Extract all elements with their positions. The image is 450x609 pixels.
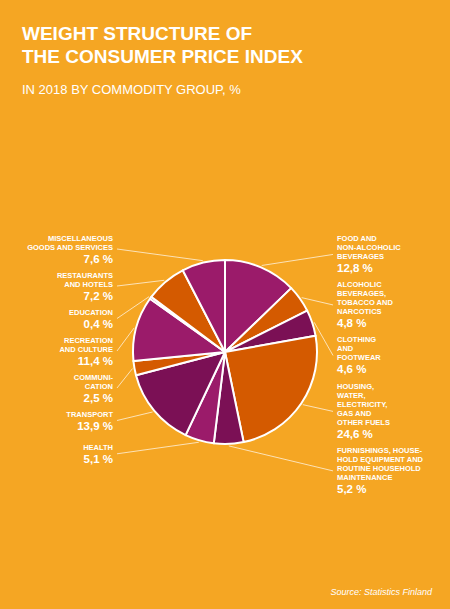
category-label-line: WATER, <box>337 391 366 400</box>
leader-line <box>117 442 199 454</box>
pie-slice <box>183 260 225 352</box>
category-label-line: MISCELLANEOUS <box>48 234 113 243</box>
category-label-line: HEALTH <box>83 443 113 452</box>
category-label-line: EDUCATION <box>69 308 113 317</box>
category-label-line: FOOD AND <box>337 234 377 243</box>
leader-line <box>229 446 333 471</box>
leader-line <box>302 298 333 305</box>
data-label: 5,2 % <box>337 483 366 495</box>
data-label: 13,9 % <box>77 420 113 432</box>
category-label-line: AND HOTELS <box>64 280 113 289</box>
category-label-line: ROUTINE HOUSEHOLD <box>337 464 421 473</box>
category-label-line: RESTAURANTS <box>57 271 113 280</box>
category-label-line: NON-ALCOHOLIC <box>337 243 401 252</box>
category-label-line: HOLD EQUIPMENT AND <box>337 455 424 464</box>
leader-line <box>262 254 333 265</box>
category-label: HOUSING,WATER,ELECTRICITY,GAS ANDOTHER F… <box>337 382 390 427</box>
category-label: CLOTHINGANDFOOTWEAR <box>337 335 381 362</box>
data-label: 7,2 % <box>84 290 113 302</box>
category-label: FURNISHINGS, HOUSE-HOLD EQUIPMENT ANDROU… <box>337 446 424 482</box>
category-label-line: CATION <box>85 382 113 391</box>
category-label: ALCOHOLICBEVERAGES,TOBACCO ANDNARCOTICS <box>337 280 393 316</box>
leader-line <box>117 297 149 319</box>
category-label-line: FOOTWEAR <box>337 353 381 362</box>
category-label-line: BEVERAGES <box>337 252 384 261</box>
category-label-line: CLOTHING <box>337 335 376 344</box>
category-label-line: GAS AND <box>337 409 372 418</box>
data-label: 2,5 % <box>84 392 113 404</box>
category-label-line: MAINTENANCE <box>337 473 392 482</box>
leader-line <box>117 369 132 388</box>
category-label-line: GOODS AND SERVICES <box>27 243 113 252</box>
data-label: 7,6 % <box>84 253 113 265</box>
background <box>0 0 450 609</box>
category-label: RECREATIONAND CULTURE <box>59 336 113 354</box>
category-label: EDUCATION <box>69 308 113 317</box>
title-line: THE CONSUMER PRICE INDEX <box>22 46 303 67</box>
category-label-line: ELECTRICITY, <box>337 400 387 409</box>
category-label: MISCELLANEOUSGOODS AND SERVICES <box>27 234 113 252</box>
annotation: Source: Statistics Finland <box>330 587 433 597</box>
data-label: 11,4 % <box>78 355 113 367</box>
category-label-line: TOBACCO AND <box>337 298 393 307</box>
category-label-line: NARCOTICS <box>337 307 382 316</box>
data-label: 12,8 % <box>337 262 373 274</box>
category-label-line: OTHER FUELS <box>337 418 390 427</box>
category-label-line: RECREATION <box>64 336 113 345</box>
data-label: 0,4 % <box>84 318 113 330</box>
category-label-line: ALCOHOLIC <box>337 280 382 289</box>
data-label: 24,6 % <box>337 428 373 440</box>
slices <box>133 260 317 444</box>
data-label: 4,6 % <box>337 363 366 375</box>
category-label-line: FURNISHINGS, HOUSE- <box>337 446 423 455</box>
data-label: 4,8 % <box>337 317 366 329</box>
category-label-line: TRANSPORT <box>66 410 113 419</box>
category-label-line: BEVERAGES, <box>337 289 386 298</box>
chart: WEIGHT STRUCTURE OFTHE CONSUMER PRICE IN… <box>0 0 450 609</box>
leader-line <box>314 322 333 355</box>
labels: FOOD ANDNON-ALCOHOLICBEVERAGES12,8 % ALCO… <box>27 234 423 496</box>
category-label-line: AND <box>337 344 354 353</box>
data-label: 5,1 % <box>84 453 113 465</box>
leader-line <box>117 280 164 286</box>
category-label: COMMUNI-CATION <box>74 373 114 391</box>
category-label: FOOD ANDNON-ALCOHOLICBEVERAGES <box>337 234 401 261</box>
leader-line <box>117 249 203 261</box>
category-label: HEALTH <box>83 443 113 452</box>
subtitle: IN 2018 BY COMMODITY GROUP, % <box>22 82 241 97</box>
leader-line <box>117 412 153 421</box>
category-label-line: COMMUNI- <box>74 373 114 382</box>
title-line: WEIGHT STRUCTURE OF <box>22 23 252 44</box>
category-label: TRANSPORT <box>66 410 113 419</box>
leader-line <box>117 328 134 351</box>
category-label: RESTAURANTSAND HOTELS <box>57 271 113 289</box>
leader-line <box>303 405 333 412</box>
category-label-line: AND CULTURE <box>59 345 113 354</box>
category-label-line: HOUSING, <box>337 382 374 391</box>
title: WEIGHT STRUCTURE OFTHE CONSUMER PRICE IN… <box>22 23 303 67</box>
